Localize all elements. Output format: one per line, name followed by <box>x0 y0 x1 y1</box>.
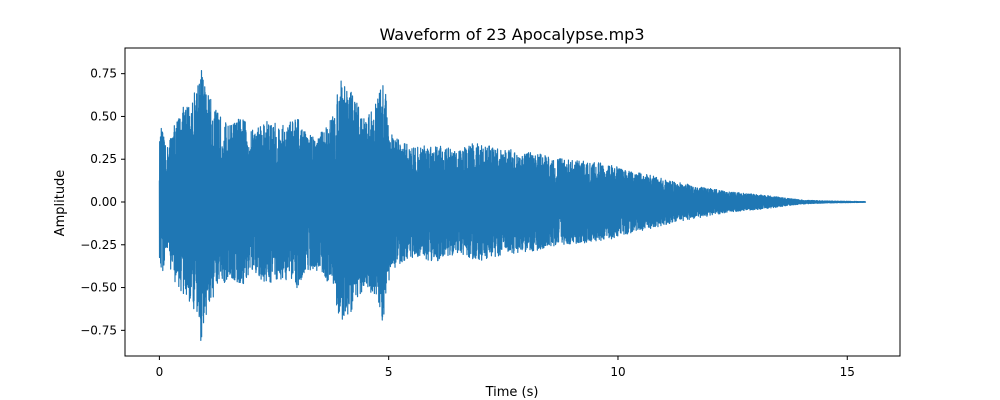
y-tick-label: 0.25 <box>90 152 117 166</box>
y-tick-label: 0.75 <box>90 67 117 81</box>
x-axis: 0 5 10 15 <box>156 356 855 379</box>
x-tick-label: 0 <box>156 365 164 379</box>
waveform-plot <box>158 69 867 342</box>
y-axis-label: Amplitude <box>53 170 68 237</box>
x-tick-label: 10 <box>610 365 625 379</box>
chart-title: Waveform of 23 Apocalypse.mp3 <box>379 25 644 44</box>
y-axis: 0.75 0.50 0.25 0.00 −0.25 −0.50 −0.75 <box>80 67 125 337</box>
y-tick-label: −0.50 <box>80 281 117 295</box>
x-tick-label: 5 <box>385 365 393 379</box>
y-tick-label: −0.25 <box>80 238 117 252</box>
x-axis-label: Time (s) <box>485 385 539 400</box>
waveform-line <box>158 69 867 342</box>
y-tick-label: 0.00 <box>90 195 117 209</box>
y-tick-label: 0.50 <box>90 109 117 123</box>
y-tick-label: −0.75 <box>80 323 117 337</box>
x-tick-label: 15 <box>840 365 855 379</box>
